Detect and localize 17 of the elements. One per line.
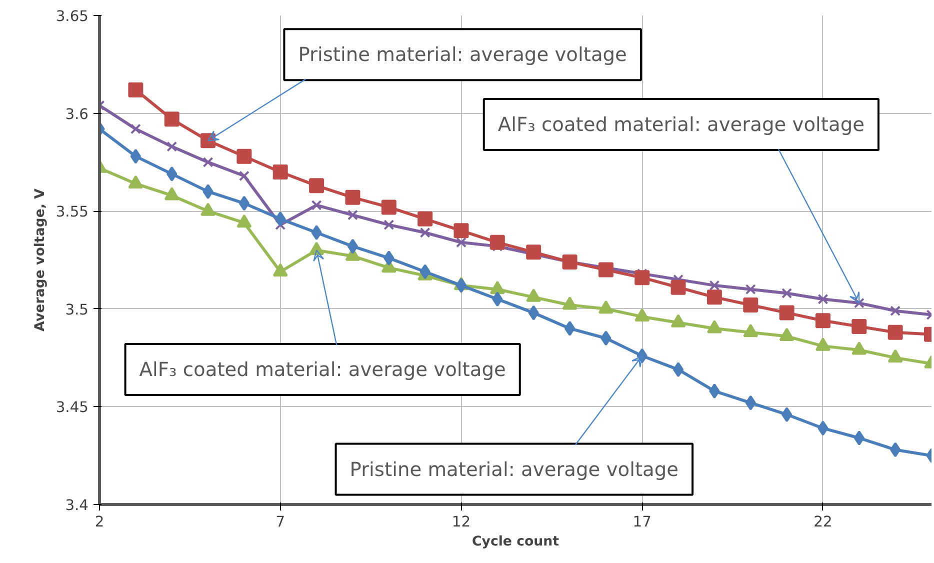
y-tick-label: 3.55 <box>56 204 89 221</box>
annotation: AlF₃ coated material: average voltage <box>498 113 864 136</box>
annotation: Pristine material: average voltage <box>350 458 679 481</box>
x-axis-title: Cycle count <box>472 534 560 550</box>
y-tick-label: 3.5 <box>65 301 89 318</box>
x-tick-label: 7 <box>276 514 286 530</box>
y-tick-label: 3.6 <box>65 106 89 123</box>
x-tick-label: 22 <box>814 514 832 530</box>
x-tick-label: 2 <box>94 514 104 530</box>
annotation: AlF₃ coated material: average voltage <box>139 358 506 382</box>
y-tick-label: 3.4 <box>65 497 89 514</box>
y-tick-label: 3.45 <box>56 399 89 416</box>
y-tick-label: 3.65 <box>56 8 89 25</box>
x-tick-label: 17 <box>632 514 652 530</box>
annotation: Pristine material: average voltage <box>298 43 627 66</box>
y-axis-title: Average voltage, V <box>32 188 48 332</box>
x-tick-label: 12 <box>452 514 471 530</box>
